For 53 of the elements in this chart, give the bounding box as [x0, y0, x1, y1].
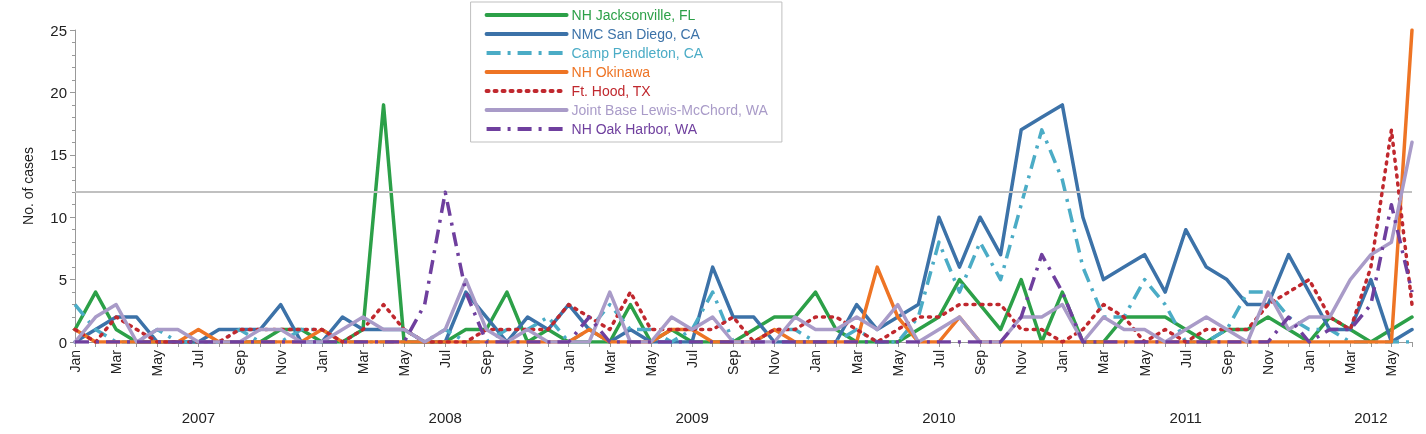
x-tick-label: Jul	[684, 350, 701, 368]
x-tick-label: Mar	[1342, 349, 1359, 375]
x-tick-label: Jul	[930, 350, 947, 368]
x-tick-label: Jan	[1301, 350, 1318, 373]
y-tick-label: 0	[58, 333, 67, 351]
x-tick-label: May	[1136, 350, 1153, 377]
x-tick-label: Mar	[108, 349, 125, 375]
text: 2012	[1354, 409, 1388, 426]
x-tick-label: Jul	[190, 350, 207, 368]
x-tick-label: May	[396, 350, 413, 377]
text: NH Oak Harbor, WA	[571, 121, 698, 137]
x-tick-label: May	[149, 350, 166, 377]
x-tick-label: Mar	[354, 349, 371, 375]
x-tick-label: Nov	[1013, 350, 1030, 375]
x-tick-label: Jan	[560, 350, 577, 373]
text: Joint Base Lewis-McChord, WA	[571, 102, 769, 118]
y-tick-label: 25	[50, 21, 67, 39]
text: 2007	[181, 409, 216, 426]
text: NH Okinawa	[571, 64, 651, 80]
x-tick-label: Nov	[272, 350, 289, 375]
x-tick-label: Nov	[766, 350, 783, 375]
y-axis-title: No. of cases	[20, 147, 36, 225]
x-tick-label: Jul	[1177, 350, 1194, 368]
x-tick-label: May	[642, 350, 659, 377]
x-tick-label: May	[889, 350, 906, 377]
x-tick-label: Jul	[437, 350, 454, 368]
y-tick-label: 10	[50, 208, 67, 226]
x-tick-label: Jan	[1054, 350, 1071, 373]
x-tick-label: Mar	[848, 349, 865, 375]
x-tick-label: Sep	[725, 349, 742, 375]
x-tick-label: Nov	[1260, 350, 1277, 375]
text: 2009	[675, 409, 709, 426]
text: 2010	[922, 409, 956, 426]
y-tick-label: 20	[50, 83, 67, 101]
text: Ft. Hood, TX	[571, 83, 652, 99]
y-tick-label: 5	[58, 271, 67, 289]
text: NMC San Diego, CA	[571, 26, 701, 42]
x-tick-label: Jan	[313, 350, 330, 373]
x-tick-label: Sep	[1218, 349, 1235, 375]
x-tick-label: Sep	[478, 349, 495, 375]
text: NH Jacksonville, FL	[571, 7, 696, 23]
x-tick-label: Jan	[807, 350, 824, 373]
x-tick-label: May	[1383, 350, 1400, 377]
x-tick-label: Nov	[519, 350, 536, 375]
x-tick-label: Sep	[231, 349, 248, 375]
x-tick-label: Mar	[1095, 349, 1112, 375]
x-tick-label: Mar	[601, 349, 618, 375]
x-tick-label: Jan	[67, 350, 83, 373]
y-tick-label: 15	[50, 146, 67, 164]
text: 2011	[1169, 409, 1202, 426]
text: Camp Pendleton, CA	[571, 45, 704, 61]
text: 2008	[428, 409, 462, 426]
x-tick-label: Sep	[972, 349, 989, 375]
